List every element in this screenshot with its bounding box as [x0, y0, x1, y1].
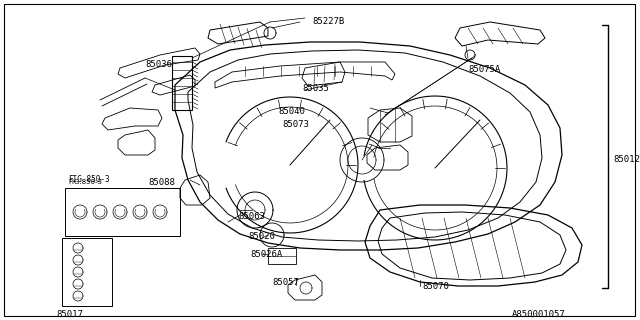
Bar [62, 238, 112, 306]
Text: FIG.850-3: FIG.850-3 [68, 179, 102, 185]
Text: A850001057: A850001057 [512, 310, 566, 319]
Text: 85057: 85057 [272, 278, 299, 287]
Text: 85073: 85073 [282, 120, 309, 129]
Text: 85075A: 85075A [468, 65, 500, 74]
Text: 85020: 85020 [248, 232, 275, 241]
Text: 85012: 85012 [613, 155, 640, 164]
Text: 85036: 85036 [145, 60, 172, 69]
Text: FIG.850-3: FIG.850-3 [68, 175, 109, 184]
Text: 85088: 85088 [148, 178, 175, 187]
Text: 85227B: 85227B [312, 17, 344, 26]
Bar [268, 248, 296, 264]
Text: 85063: 85063 [238, 212, 265, 221]
Text: 85070: 85070 [422, 282, 449, 291]
Bar [65, 188, 180, 236]
Text: 85040: 85040 [278, 107, 305, 116]
Text: 85035: 85035 [302, 84, 329, 93]
Text: 85017: 85017 [56, 310, 83, 319]
Text: 85026A: 85026A [250, 250, 282, 259]
